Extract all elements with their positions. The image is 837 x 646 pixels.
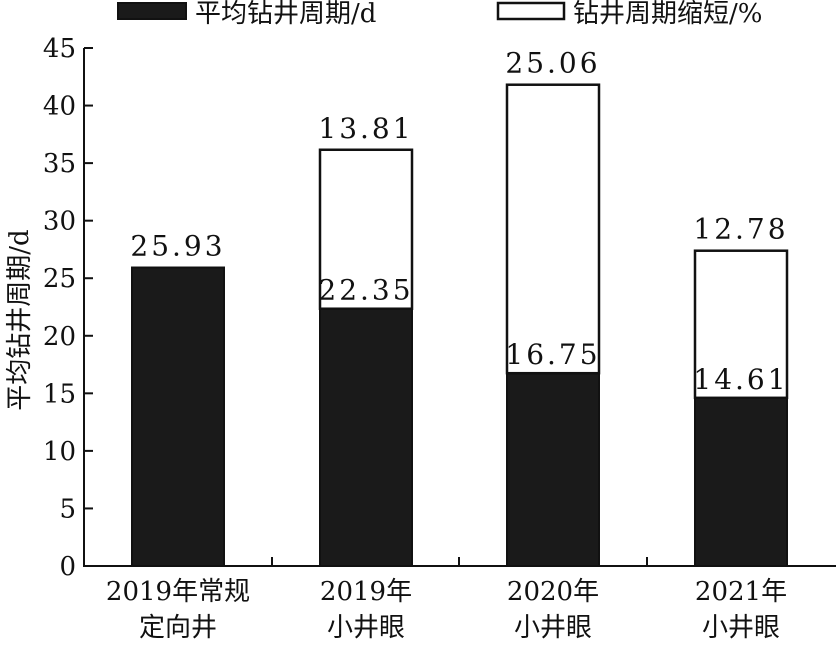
x-category-label: 小井眼 <box>327 613 405 643</box>
bar-4-cycle-reduction <box>693 249 789 400</box>
data-label-reduction: 13.81 <box>318 112 413 145</box>
y-tick-label: 35 <box>43 149 76 179</box>
bar-4-average-cycle <box>694 396 788 567</box>
bar-3-average-cycle <box>506 372 600 568</box>
y-tick-label: 15 <box>43 379 76 409</box>
y-tick-label: 25 <box>43 264 76 294</box>
data-label-reduction: 25.06 <box>505 47 600 80</box>
x-category-label: 2019年 <box>320 577 412 607</box>
y-tick-label: 10 <box>43 437 76 467</box>
bar-2-cycle-reduction <box>318 148 414 310</box>
data-label-average: 22.35 <box>318 274 413 307</box>
legend-swatch-average-cycle <box>117 2 187 20</box>
data-label-reduction: 12.78 <box>693 213 788 246</box>
legend-label-average-cycle: 平均钻井周期/d <box>195 0 376 29</box>
data-label-average: 25.93 <box>130 230 225 263</box>
y-tick-label: 0 <box>59 552 76 582</box>
bar-1-average-cycle <box>131 266 225 567</box>
y-tick-label: 5 <box>59 494 76 524</box>
x-category-label: 小井眼 <box>514 613 592 643</box>
y-tick-label: 45 <box>43 34 76 64</box>
bar-3-cycle-reduction <box>505 83 601 375</box>
data-label-average: 14.61 <box>693 363 788 396</box>
y-tick-label: 30 <box>43 207 76 237</box>
x-category-label: 2021年 <box>695 577 787 607</box>
legend-label-cycle-reduction: 钻井周期缩短/% <box>573 0 762 29</box>
bar-2-average-cycle <box>319 307 413 567</box>
legend-swatch-cycle-reduction <box>496 1 566 21</box>
y-tick-label: 20 <box>43 322 76 352</box>
x-category-label: 2020年 <box>507 577 599 607</box>
data-label-average: 16.75 <box>505 338 600 371</box>
y-axis-title: 平均钻井周期/d <box>5 229 35 410</box>
x-category-label: 2019年常规 <box>106 577 250 607</box>
x-category-label: 小井眼 <box>702 613 780 643</box>
x-category-label: 定向井 <box>139 613 217 643</box>
y-tick-label: 40 <box>43 92 76 122</box>
